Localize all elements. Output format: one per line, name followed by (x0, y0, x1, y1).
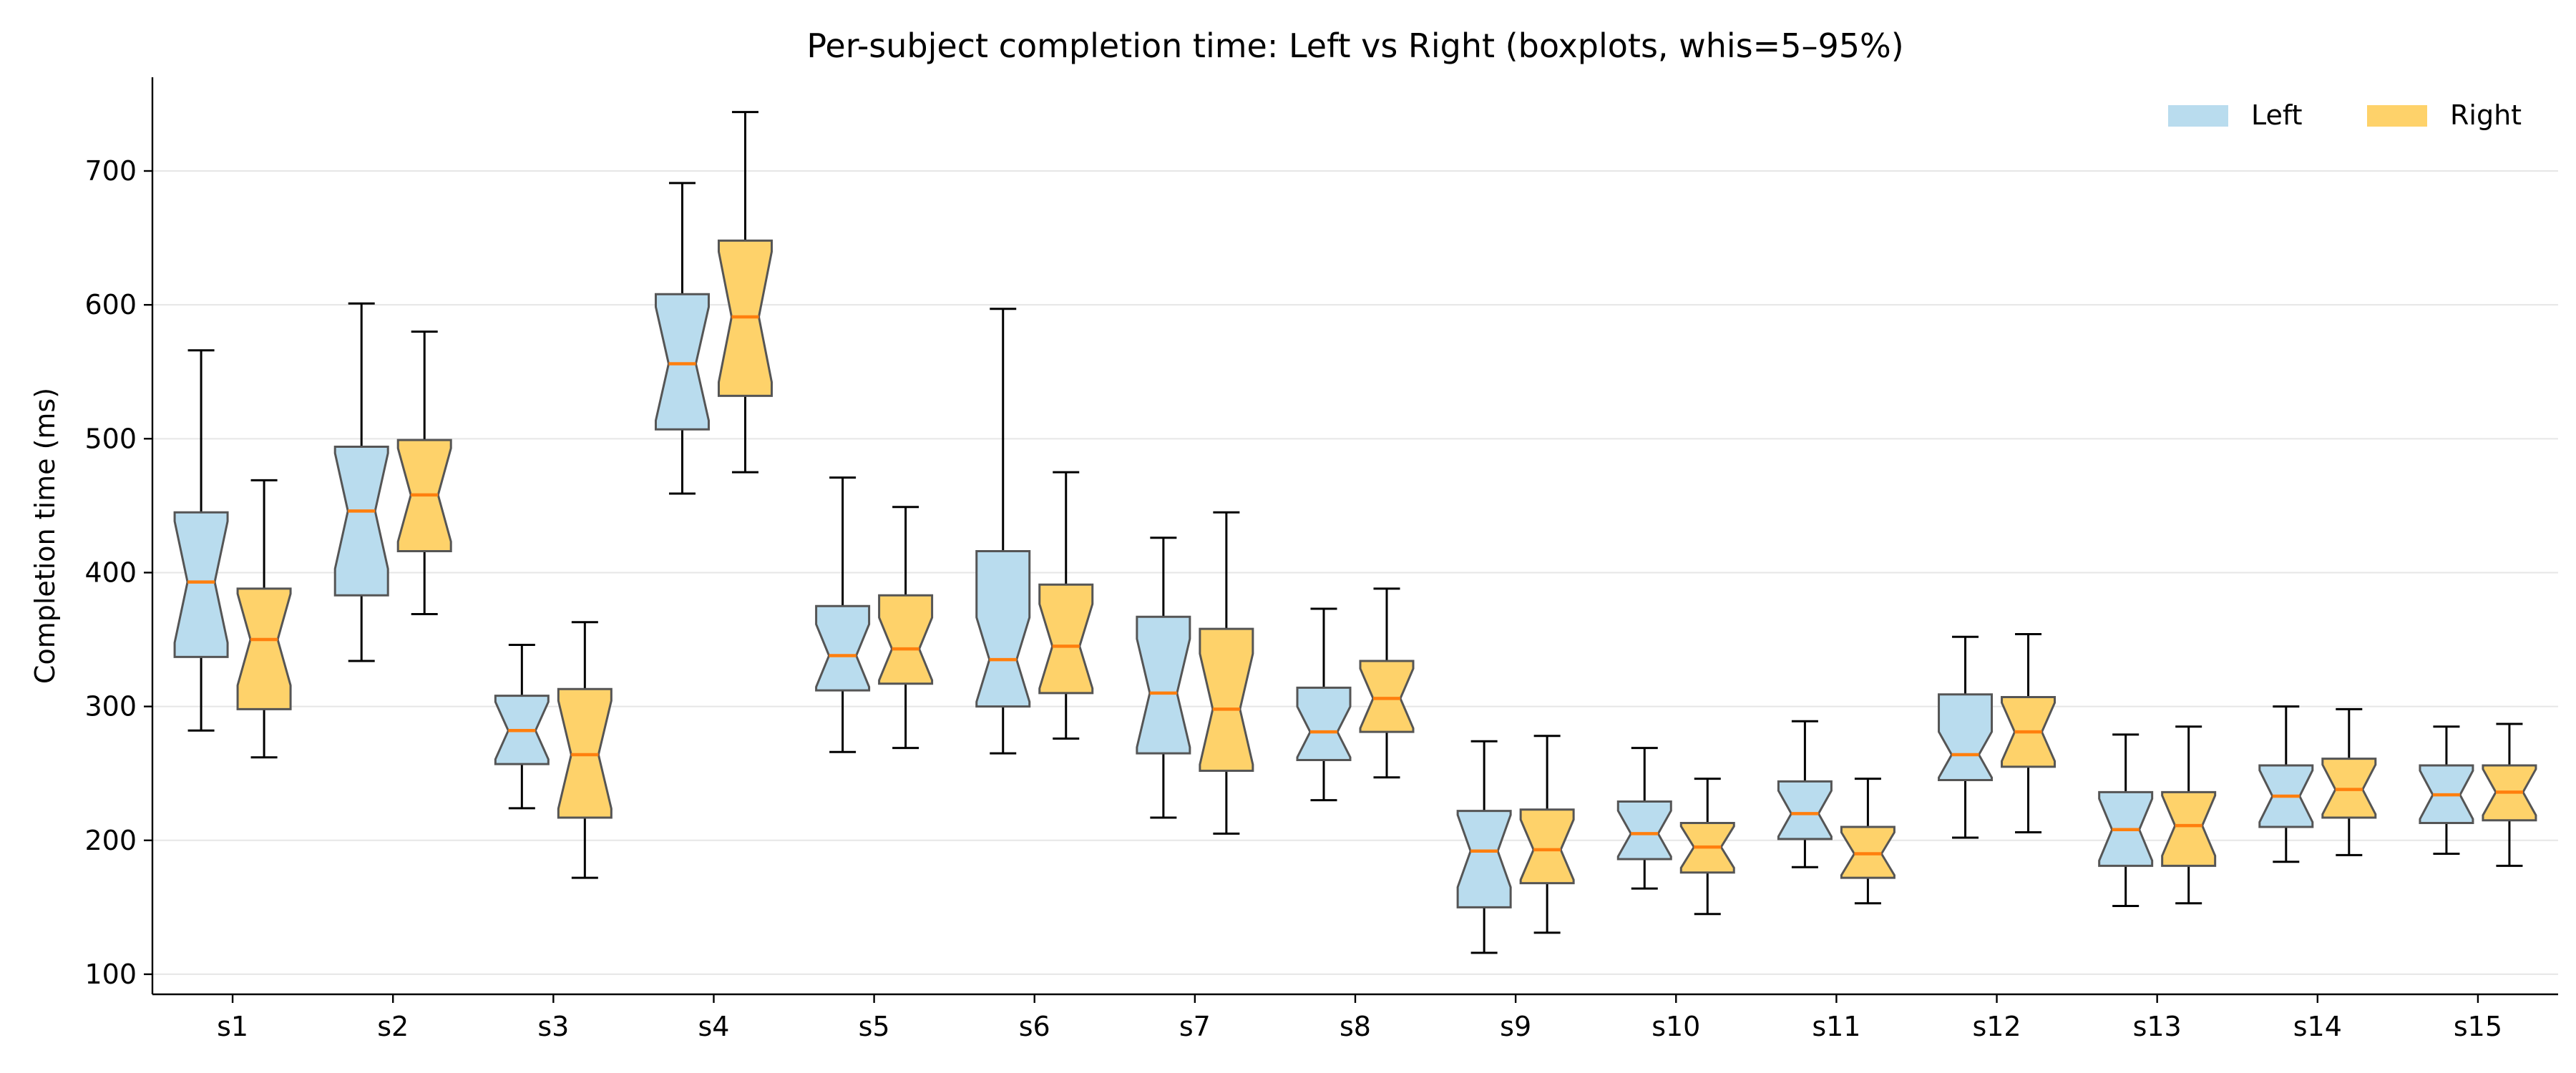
box-body (173, 511, 229, 658)
box-left-s8 (1296, 607, 1352, 802)
box-left-s6 (975, 308, 1031, 755)
box-left-s12 (1938, 635, 1994, 839)
box-body (1456, 810, 1512, 908)
box-body (236, 587, 292, 710)
box-left-s11 (1777, 720, 1833, 868)
box-body (1199, 627, 1254, 772)
box-left-s3 (494, 644, 550, 810)
y-axis-label: Completion time (ms) (29, 388, 61, 684)
box-body (1616, 800, 1672, 861)
box-left-s4 (654, 182, 710, 495)
x-tick-label: s1 (217, 1011, 248, 1042)
box-right-s4 (717, 111, 773, 474)
legend-swatch-right (2367, 105, 2427, 127)
x-tick-label: s14 (2293, 1011, 2342, 1042)
x-tick-label: s15 (2454, 1011, 2502, 1042)
x-tick-label: s2 (377, 1011, 409, 1042)
chart-title: Per-subject completion time: Left vs Rig… (806, 26, 1903, 65)
y-tick-label: 500 (84, 423, 137, 454)
y-tick-label: 300 (84, 691, 137, 722)
legend-label-right: Right (2450, 99, 2522, 131)
box-body (1777, 780, 1833, 841)
box-body (1296, 686, 1352, 761)
box-left-s1 (173, 349, 229, 732)
x-tick-label: s3 (537, 1011, 569, 1042)
box-right-s15 (2482, 722, 2537, 867)
x-tick-label: s13 (2133, 1011, 2182, 1042)
box-body (975, 550, 1031, 708)
y-tick-label: 100 (84, 959, 137, 990)
x-tick-label: s5 (859, 1011, 890, 1042)
box-body (333, 446, 389, 597)
box-left-s9 (1456, 740, 1512, 954)
box-right-s12 (2001, 633, 2057, 834)
box-body (2161, 790, 2217, 867)
box-right-s3 (557, 621, 613, 879)
y-tick-label: 200 (84, 825, 137, 856)
box-body (1359, 660, 1415, 733)
box-body (878, 594, 934, 685)
box-left-s2 (333, 302, 389, 662)
legend: Left Right (2168, 99, 2522, 131)
x-tick-label: s12 (1972, 1011, 2021, 1042)
x-tick-label: s4 (698, 1011, 729, 1042)
box-left-s15 (2419, 725, 2474, 855)
y-tick-label: 400 (84, 557, 137, 588)
box-right-s6 (1038, 471, 1094, 740)
legend-label-left: Left (2251, 99, 2303, 131)
gridlines (152, 170, 2558, 975)
box-body (1938, 693, 1994, 782)
box-right-s5 (878, 506, 934, 750)
x-tick-label: s9 (1500, 1011, 1531, 1042)
box-body (654, 293, 710, 431)
box-body (1136, 615, 1191, 755)
box-left-s7 (1136, 536, 1191, 819)
x-tick-label: s6 (1019, 1011, 1050, 1042)
box-right-s14 (2321, 707, 2377, 856)
box-left-s5 (815, 476, 871, 753)
y-tick-label: 700 (84, 155, 137, 187)
box-right-s1 (236, 479, 292, 759)
box-right-s11 (1840, 778, 1896, 905)
x-tick-label: s10 (1652, 1011, 1700, 1042)
box-body (1519, 808, 1575, 885)
box-right-s7 (1199, 511, 1254, 835)
y-tick-label: 600 (84, 289, 137, 320)
box-left-s13 (2098, 733, 2154, 907)
legend-swatch-left (2168, 105, 2228, 127)
box-right-s2 (396, 330, 452, 615)
box-body (815, 604, 871, 692)
box-right-s13 (2161, 725, 2217, 905)
box-right-s9 (1519, 735, 1575, 934)
x-tick-label: s11 (1812, 1011, 1860, 1042)
box-series (173, 111, 2537, 954)
box-left-s10 (1616, 747, 1672, 890)
x-tick-label: s7 (1179, 1011, 1211, 1042)
box-right-s10 (1679, 778, 1735, 916)
axes: 100 200 300 400 500 600 700 s1 s2 s3 s4 s5 s6 s7 s8 s9 s… (84, 77, 2558, 1042)
box-right-s8 (1359, 587, 1415, 779)
box-body (1038, 583, 1094, 695)
box-left-s14 (2258, 705, 2314, 863)
x-tick-label: s8 (1340, 1011, 1371, 1042)
